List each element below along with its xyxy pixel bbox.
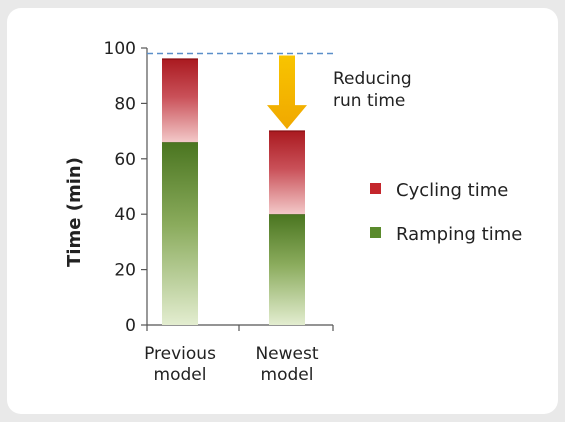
- annotation: Reducing run time: [267, 55, 412, 130]
- legend-label: Cycling time: [396, 180, 508, 201]
- y-tick-label: 80: [114, 94, 136, 114]
- annotation-line: run time: [333, 91, 405, 111]
- x-category-line: Newest: [255, 344, 318, 364]
- bar-cycling-time: [162, 59, 198, 143]
- annotation-line: Reducing: [333, 69, 412, 89]
- x-category-label: Previous model: [144, 344, 216, 385]
- bar-ramping-time: [269, 214, 305, 325]
- bars: [162, 58, 305, 325]
- legend: Cycling time Ramping time: [370, 180, 522, 245]
- legend-label: Ramping time: [396, 224, 522, 245]
- y-axis: 0 20 40 60 80 100: [104, 39, 148, 336]
- y-tick-label: 20: [114, 261, 136, 281]
- x-category-line: model: [261, 365, 314, 385]
- y-tick-label: 60: [114, 150, 136, 170]
- y-tick-label: 40: [114, 205, 136, 225]
- bar-ramping-time: [162, 142, 198, 325]
- y-tick-label: 0: [125, 316, 136, 336]
- annotation-text: Reducing run time: [333, 69, 412, 111]
- x-category-line: model: [154, 365, 207, 385]
- y-axis-label: Time (min): [64, 157, 85, 267]
- y-tick-label: 100: [104, 39, 136, 59]
- legend-swatch: [370, 227, 381, 238]
- legend-swatch: [370, 183, 381, 194]
- down-arrow-icon: [267, 55, 307, 130]
- bar-cycling-time: [269, 131, 305, 215]
- x-category-label: Newest model: [255, 344, 318, 385]
- x-category-line: Previous: [144, 344, 216, 364]
